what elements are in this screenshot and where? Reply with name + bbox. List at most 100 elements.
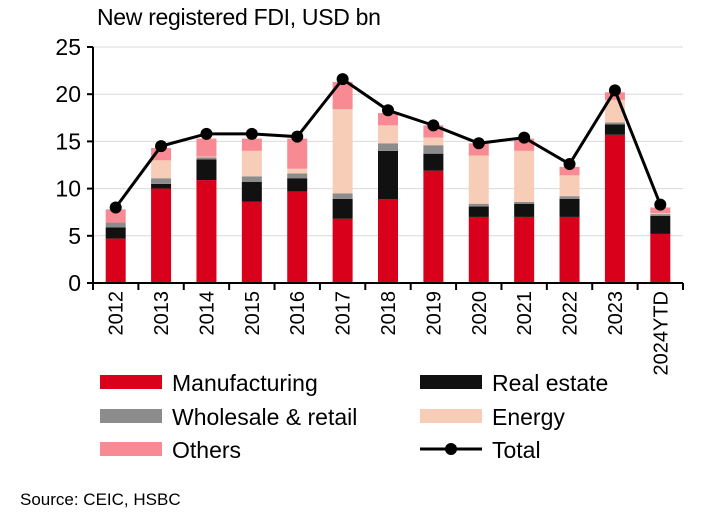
bar-energy-2017 — [332, 109, 353, 194]
bar-wholesale-retail-2019 — [423, 145, 444, 154]
x-tick-label: 2022 — [560, 291, 582, 336]
bar-energy-2018 — [378, 125, 398, 144]
bar-wholesale-retail-2015 — [241, 176, 262, 182]
bar-real-estate-2021 — [514, 203, 535, 217]
bar-real-estate-2015 — [241, 181, 262, 202]
x-tick-label: 2015 — [242, 291, 264, 336]
bar-real-estate-2019 — [423, 153, 444, 171]
y-tick-label: 5 — [68, 223, 81, 249]
bar-wholesale-retail-2013 — [151, 178, 172, 184]
bar-energy-2019 — [423, 137, 444, 146]
legend-real-estate-swatch — [420, 375, 482, 389]
x-tick-label: 2020 — [469, 291, 491, 336]
bar-others-2017 — [332, 81, 353, 110]
x-tick-label: 2014 — [196, 291, 218, 336]
bar-wholesale-retail-2014 — [196, 157, 217, 160]
legend-energy-label: Energy — [492, 404, 565, 430]
bar-wholesale-retail-2021 — [514, 201, 535, 204]
bar-energy-2013 — [151, 160, 172, 179]
x-tick-label: 2013 — [151, 291, 173, 336]
bar-real-estate-2017 — [332, 198, 353, 219]
bar-others-2016 — [287, 138, 308, 169]
total-point-2016 — [291, 130, 304, 143]
total-point-2014 — [200, 127, 213, 140]
bar-wholesale-retail-2012 — [105, 222, 126, 228]
legend-others-swatch — [100, 442, 162, 456]
x-tick-label: 2023 — [605, 291, 627, 336]
x-tick-label: 2018 — [378, 291, 400, 336]
bar-wholesale-retail-2023 — [604, 122, 625, 125]
bar-manufacturing-2014 — [196, 180, 217, 283]
bar-manufacturing-2015 — [241, 201, 262, 283]
legend-wholesale-retail-label: Wholesale & retail — [172, 404, 357, 430]
total-point-2017 — [336, 73, 349, 86]
bar-energy-2021 — [514, 150, 535, 202]
bar-real-estate-2023 — [604, 124, 625, 135]
bar-real-estate-2016 — [287, 178, 308, 192]
bar-others-2018 — [378, 113, 398, 126]
bar-real-estate-2024YTD — [650, 215, 671, 234]
bar-wholesale-retail-2022 — [559, 196, 580, 199]
bar-real-estate-2014 — [196, 159, 217, 181]
bar-manufacturing-2012 — [105, 238, 126, 283]
total-point-2020 — [472, 137, 485, 150]
bar-manufacturing-2013 — [151, 188, 172, 283]
bar-wholesale-retail-2024YTD — [650, 214, 671, 216]
y-tick-label: 15 — [55, 128, 81, 154]
total-point-2015 — [245, 127, 258, 140]
total-point-2023 — [608, 84, 621, 97]
bar-real-estate-2020 — [468, 206, 489, 217]
bar-others-2015 — [241, 138, 262, 151]
x-tick-label: 2012 — [106, 291, 128, 336]
bar-manufacturing-2019 — [423, 170, 444, 283]
bar-energy-2016 — [287, 168, 308, 174]
total-point-2019 — [427, 119, 440, 132]
legend-total-marker — [445, 443, 457, 455]
bar-wholesale-retail-2016 — [287, 173, 308, 179]
bar-manufacturing-2022 — [559, 216, 580, 283]
legend-manufacturing-swatch — [100, 375, 162, 389]
total-point-2013 — [155, 140, 168, 153]
legend-total-label: Total — [492, 437, 541, 463]
bar-energy-2022 — [559, 175, 580, 197]
x-tick-label: 2016 — [287, 291, 309, 336]
bar-real-estate-2013 — [151, 183, 172, 189]
total-point-2022 — [563, 158, 576, 171]
legend-manufacturing-label: Manufacturing — [172, 370, 318, 396]
bar-energy-2020 — [468, 155, 489, 204]
y-tick-label: 10 — [55, 176, 81, 202]
total-point-2024YTD — [654, 198, 667, 211]
bar-energy-2015 — [241, 150, 262, 177]
bar-energy-2024YTD — [650, 213, 671, 215]
bar-wholesale-retail-2020 — [468, 203, 489, 207]
legend-wholesale-retail-swatch — [100, 409, 162, 423]
source-note: Source: CEIC, HSBC — [20, 490, 181, 509]
bar-real-estate-2022 — [559, 198, 580, 217]
y-tick-label: 20 — [55, 81, 81, 107]
bar-wholesale-retail-2018 — [378, 143, 398, 151]
bar-wholesale-retail-2017 — [332, 193, 353, 199]
y-tick-label: 0 — [68, 270, 81, 296]
bar-manufacturing-2020 — [468, 216, 489, 283]
legend-energy-swatch — [420, 409, 482, 423]
legend-real-estate-label: Real estate — [492, 370, 608, 396]
chart-title: New registered FDI, USD bn — [97, 4, 381, 30]
x-tick-label: 2024YTD — [650, 291, 672, 376]
bar-others-2022 — [559, 166, 580, 176]
bar-manufacturing-2017 — [332, 218, 353, 283]
x-tick-label: 2019 — [423, 291, 445, 336]
bar-manufacturing-2016 — [287, 191, 308, 283]
bar-manufacturing-2021 — [514, 216, 535, 283]
bar-others-2012 — [105, 209, 126, 223]
x-tick-label: 2021 — [514, 291, 536, 336]
bar-manufacturing-2018 — [378, 198, 398, 283]
bar-real-estate-2018 — [378, 150, 398, 199]
y-tick-label: 25 — [55, 34, 81, 60]
total-point-2021 — [518, 131, 531, 144]
bar-manufacturing-2024YTD — [650, 233, 671, 283]
bar-manufacturing-2023 — [604, 134, 625, 283]
legend-others-label: Others — [172, 437, 241, 463]
bar-real-estate-2012 — [105, 227, 126, 239]
total-point-2018 — [382, 104, 394, 117]
